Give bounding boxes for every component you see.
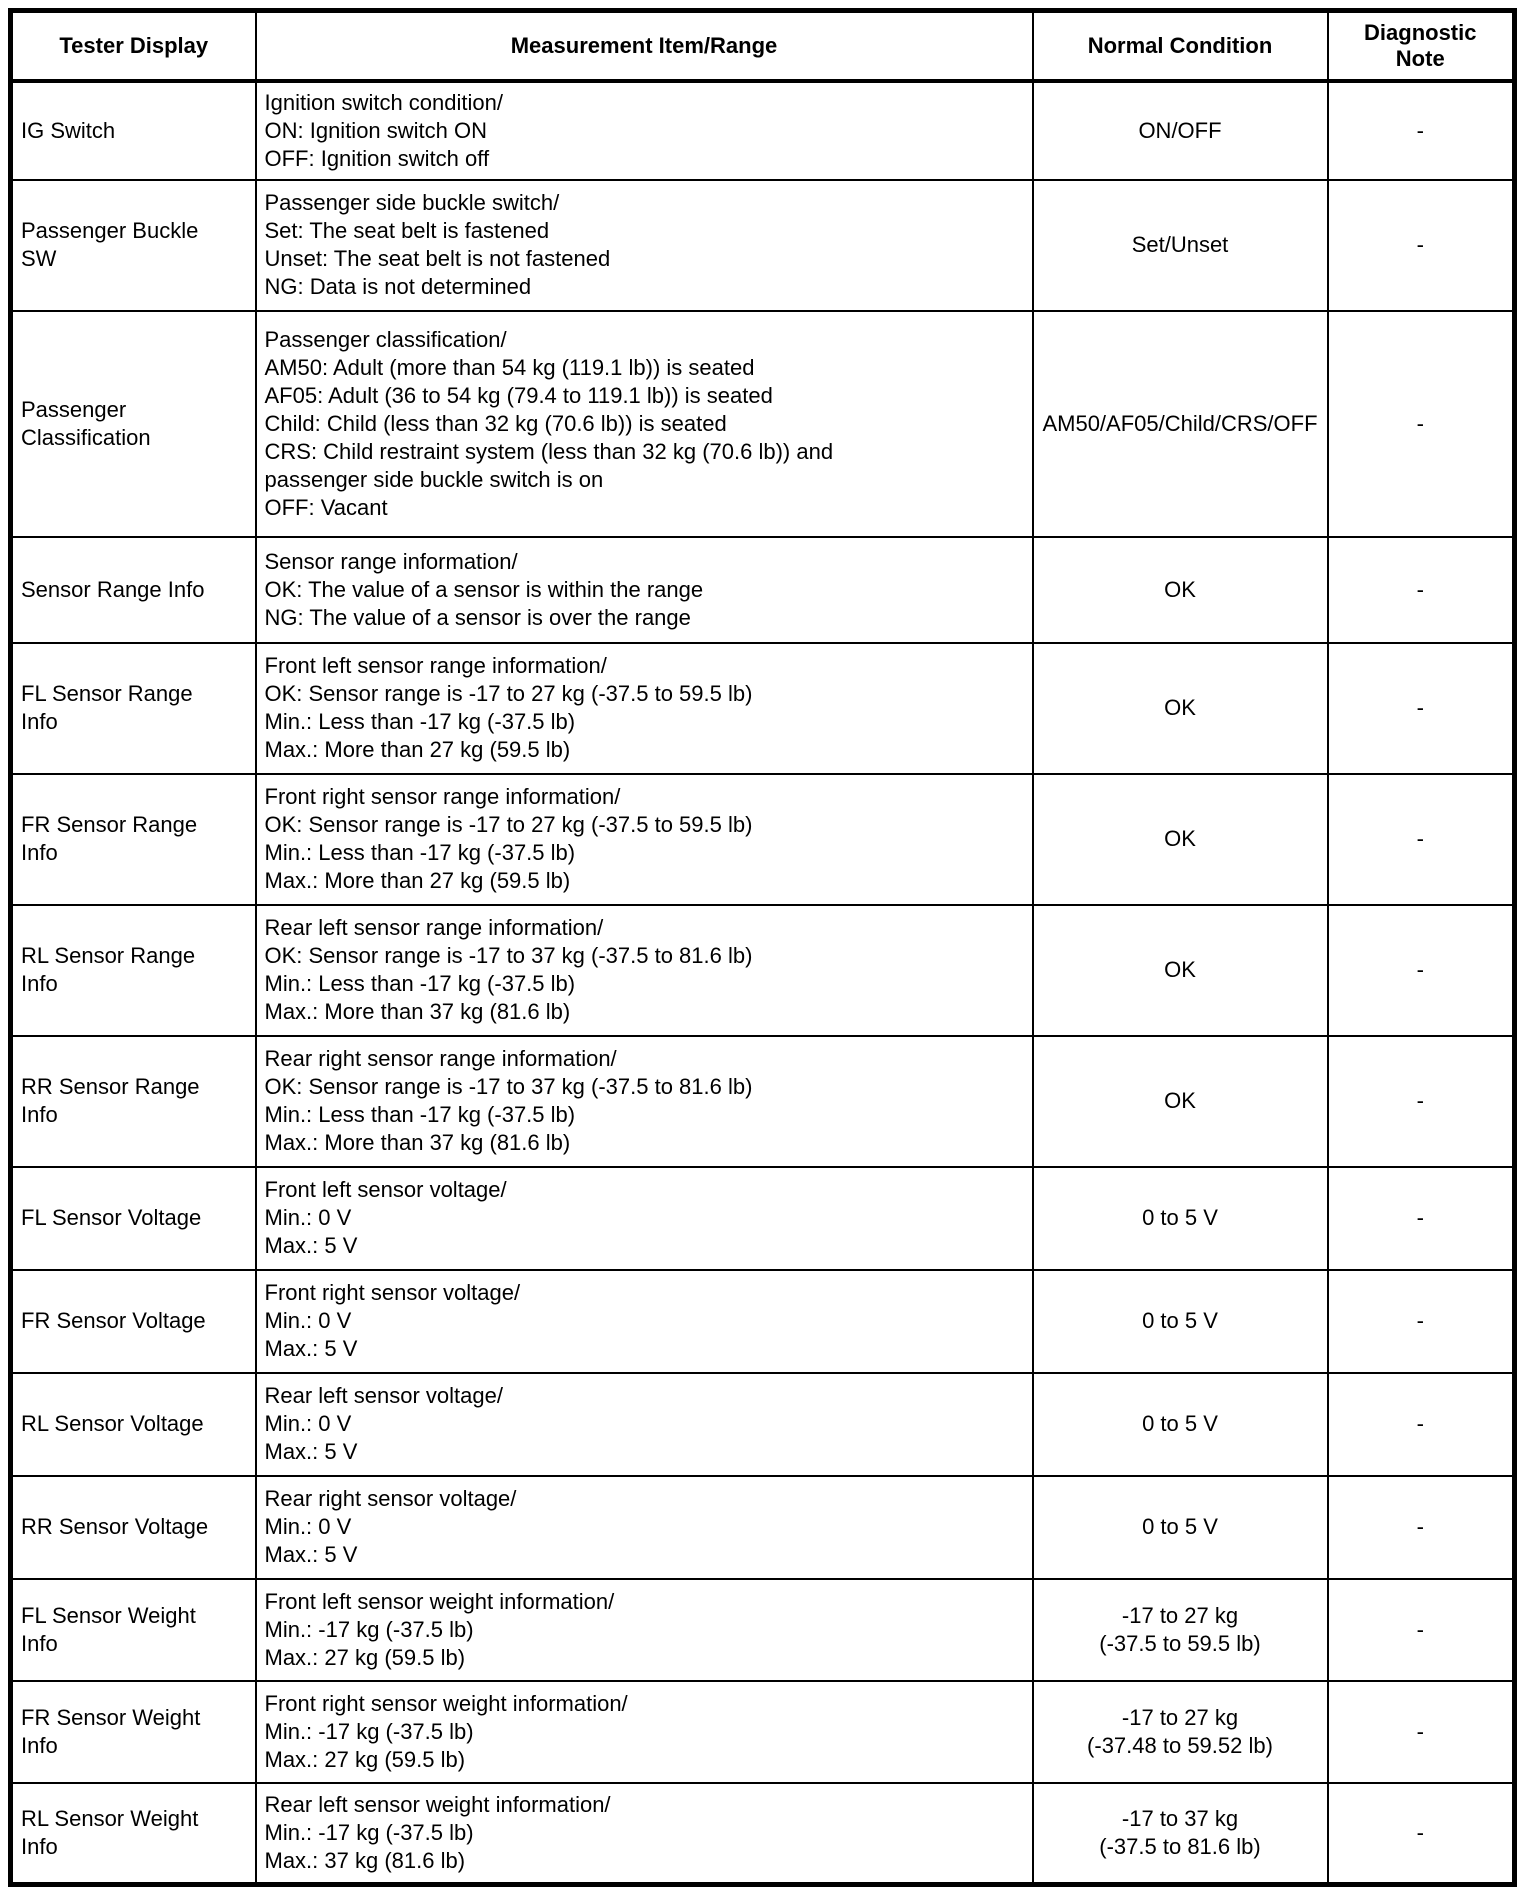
measurement-item-cell: Rear left sensor voltage/ Min.: 0 V Max.… [254,1371,1034,1477]
table-row: FR Sensor Voltage Front right sensor vol… [9,1268,1516,1374]
diagnostic-note-cell: - [1326,535,1516,644]
tester-display-cell: RL Sensor Weight Info [9,1781,257,1886]
measurement-item-cell: Rear left sensor range information/ OK: … [254,903,1034,1037]
header-row: Tester Display Measurement Item/Range No… [9,9,1516,83]
normal-condition-cell: 0 to 5 V [1031,1268,1329,1374]
diagnostic-note-cell: - [1326,1474,1516,1580]
tester-display-cell: FL Sensor Weight Info [9,1577,257,1682]
normal-condition-cell: 0 to 5 V [1031,1165,1329,1271]
table-row: RL Sensor Range Info Rear left sensor ra… [9,903,1516,1037]
measurement-item-cell: Front left sensor voltage/ Min.: 0 V Max… [254,1165,1034,1271]
normal-condition-cell: -17 to 27 kg (-37.5 to 59.5 lb) [1031,1577,1329,1682]
normal-condition-cell: AM50/AF05/Child/CRS/OFF [1031,309,1329,538]
diagnostic-note-cell: - [1326,1165,1516,1271]
tester-display-cell: RL Sensor Range Info [9,903,257,1037]
header-measurement-item-range: Measurement Item/Range [254,9,1034,83]
tester-display-cell: FL Sensor Range Info [9,641,257,775]
normal-condition-cell: OK [1031,772,1329,906]
diagnostic-note-cell: - [1326,641,1516,775]
diagnostic-note-cell: - [1326,79,1516,181]
diagnostic-note-cell: - [1326,1371,1516,1477]
normal-condition-cell: -17 to 27 kg (-37.48 to 59.52 lb) [1031,1679,1329,1784]
measurement-item-cell: Ignition switch condition/ ON: Ignition … [254,79,1034,181]
diagnostic-note-cell: - [1326,178,1516,312]
measurement-item-cell: Front right sensor weight information/ M… [254,1679,1034,1784]
table-row: FR Sensor Range Info Front right sensor … [9,772,1516,906]
table-row: FR Sensor Weight Info Front right sensor… [9,1679,1516,1784]
normal-condition-cell: OK [1031,535,1329,644]
table-row: RL Sensor Voltage Rear left sensor volta… [9,1371,1516,1477]
measurement-item-cell: Rear right sensor range information/ OK:… [254,1034,1034,1168]
measurement-item-cell: Sensor range information/ OK: The value … [254,535,1034,644]
measurement-item-cell: Rear left sensor weight information/ Min… [254,1781,1034,1886]
tester-display-cell: FR Sensor Range Info [9,772,257,906]
diagnostic-note-cell: - [1326,1034,1516,1168]
data-list-table: Tester Display Measurement Item/Range No… [8,8,1517,1887]
header-normal-condition: Normal Condition [1031,9,1329,83]
tester-display-cell: FR Sensor Weight Info [9,1679,257,1784]
normal-condition-cell: OK [1031,1034,1329,1168]
measurement-item-cell: Front left sensor range information/ OK:… [254,641,1034,775]
table-row: RR Sensor Voltage Rear right sensor volt… [9,1474,1516,1580]
normal-condition-cell: OK [1031,903,1329,1037]
normal-condition-cell: 0 to 5 V [1031,1474,1329,1580]
normal-condition-cell: Set/Unset [1031,178,1329,312]
tester-display-cell: Sensor Range Info [9,535,257,644]
header-diagnostic-note: Diagnostic Note [1326,9,1516,83]
measurement-item-cell: Passenger side buckle switch/ Set: The s… [254,178,1034,312]
normal-condition-cell: 0 to 5 V [1031,1371,1329,1477]
diagnostic-note-cell: - [1326,1781,1516,1886]
tester-display-cell: Passenger Classification [9,309,257,538]
measurement-item-cell: Rear right sensor voltage/ Min.: 0 V Max… [254,1474,1034,1580]
normal-condition-cell: OK [1031,641,1329,775]
tester-display-cell: RL Sensor Voltage [9,1371,257,1477]
table-row: Passenger Buckle SW Passenger side buckl… [9,178,1516,312]
table-row: IG Switch Ignition switch condition/ ON:… [9,79,1516,181]
diagnostic-note-cell: - [1326,772,1516,906]
diagnostic-note-cell: - [1326,1268,1516,1374]
diagnostic-note-cell: - [1326,903,1516,1037]
diagnostic-note-cell: - [1326,309,1516,538]
tester-display-cell: FL Sensor Voltage [9,1165,257,1271]
table-row: FL Sensor Weight Info Front left sensor … [9,1577,1516,1682]
measurement-item-cell: Front right sensor voltage/ Min.: 0 V Ma… [254,1268,1034,1374]
normal-condition-cell: -17 to 37 kg (-37.5 to 81.6 lb) [1031,1781,1329,1886]
diagnostic-note-cell: - [1326,1577,1516,1682]
table-row: Passenger Classification Passenger class… [9,309,1516,538]
measurement-item-cell: Passenger classification/ AM50: Adult (m… [254,309,1034,538]
tester-display-cell: IG Switch [9,79,257,181]
table-row: RR Sensor Range Info Rear right sensor r… [9,1034,1516,1168]
measurement-item-cell: Front left sensor weight information/ Mi… [254,1577,1034,1682]
tester-display-cell: RR Sensor Voltage [9,1474,257,1580]
table-row: FL Sensor Range Info Front left sensor r… [9,641,1516,775]
diagnostic-note-cell: - [1326,1679,1516,1784]
tester-display-cell: FR Sensor Voltage [9,1268,257,1374]
header-tester-display: Tester Display [9,9,257,83]
table-row: FL Sensor Voltage Front left sensor volt… [9,1165,1516,1271]
table-row: RL Sensor Weight Info Rear left sensor w… [9,1781,1516,1886]
tester-display-cell: Passenger Buckle SW [9,178,257,312]
tester-display-cell: RR Sensor Range Info [9,1034,257,1168]
normal-condition-cell: ON/OFF [1031,79,1329,181]
table-row: Sensor Range Info Sensor range informati… [9,535,1516,644]
measurement-item-cell: Front right sensor range information/ OK… [254,772,1034,906]
